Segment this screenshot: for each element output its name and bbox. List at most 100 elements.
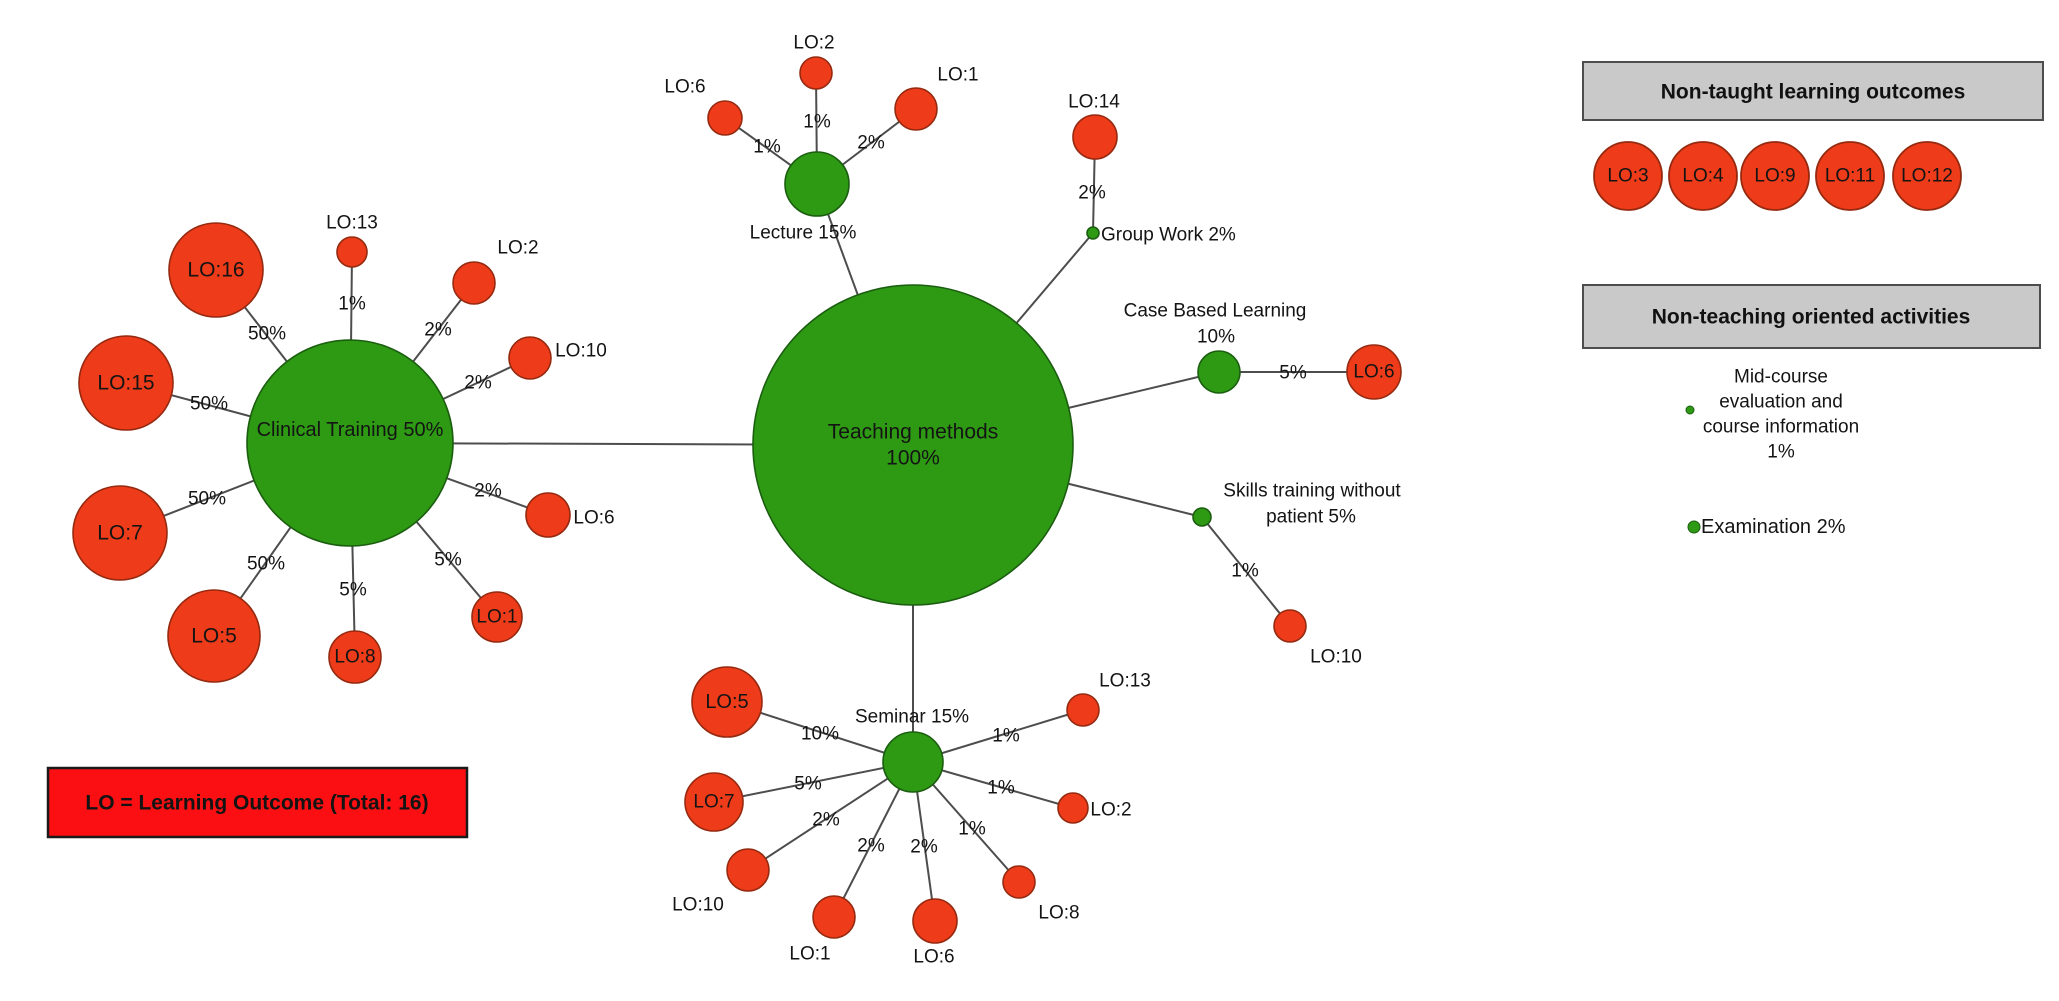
node-label-lo6-cbl: LO:6 (1353, 362, 1394, 383)
node-name-label: Case Based Learning (1124, 301, 1307, 322)
node-lo2-lecture (799, 56, 833, 90)
node-name-label: LO:2 (793, 33, 834, 54)
node-lo2-seminar (1057, 792, 1089, 824)
node-label-lo5-clinical: LO:5 (191, 625, 237, 648)
node-name-label: LO:2 (1090, 800, 1131, 821)
node-name-label: LO:14 (1068, 92, 1120, 113)
node-lo10-seminar (726, 848, 770, 892)
node-name-label: LO:13 (1099, 671, 1151, 692)
node-label-lo7-clinical: LO:7 (97, 522, 143, 545)
node-name-label: LO:1 (789, 944, 830, 965)
edge-weight-label: 2% (424, 320, 452, 341)
node-teaching (752, 284, 1074, 606)
legend-circle-LO:11 (1815, 141, 1885, 211)
node-groupwork-dot (1086, 226, 1100, 240)
legend-circle-LO:9 (1740, 141, 1810, 211)
examination-label: Examination 2% (1701, 516, 1846, 538)
edge-weight-label: 1% (338, 294, 366, 315)
mid-course-label-line: evaluation and (1719, 392, 1843, 413)
node-name-label: Group Work 2% (1101, 225, 1236, 246)
node-name-label: LO:10 (1310, 647, 1362, 668)
edge-skills-dot-lo10-skills (1201, 516, 1291, 627)
node-lo13-seminar (1066, 693, 1100, 727)
node-lo1-clinical (471, 591, 523, 643)
mid-course-item: Mid-course evaluation and course informati… (1685, 367, 1859, 463)
node-name-label: LO:2 (497, 238, 538, 259)
node-name-label: LO:6 (573, 508, 614, 529)
legend-circle-label: LO:4 (1682, 166, 1724, 187)
node-name-label: LO:6 (664, 77, 705, 98)
mid-course-label-line: Mid-course (1734, 367, 1828, 388)
node-name-label: patient 5% (1266, 507, 1356, 528)
legend-circle-label: LO:3 (1607, 166, 1648, 187)
legend-circle-label: LO:12 (1901, 166, 1953, 187)
node-name-label: LO:1 (937, 65, 978, 86)
edge-weight-label: 2% (1078, 183, 1106, 204)
node-lecture (784, 151, 850, 217)
examination-dot-icon (1687, 520, 1701, 534)
node-lo10-skills (1273, 609, 1307, 643)
node-lo7-clinical (72, 485, 168, 581)
node-clinical (246, 339, 454, 547)
node-label-lo1-clinical: LO:1 (476, 607, 517, 628)
legend-circle-label: LO:11 (1825, 166, 1875, 187)
non-taught-header-box (1582, 61, 2044, 121)
node-seminar (882, 731, 944, 793)
mid-course-label-line: 1% (1767, 442, 1795, 463)
nodes-layer (72, 56, 1402, 944)
node-label-teaching: Teaching methods (828, 421, 998, 444)
node-lo6-lecture (707, 100, 743, 136)
non-taught-title: Non-taught learning outcomes (1661, 81, 1966, 104)
non-taught-outcome-circles: LO:3 LO:4 LO:9 LO:11 LO:12 (1593, 141, 1962, 211)
node-lo5-clinical (167, 589, 261, 683)
node-lo13-clinical (336, 236, 368, 268)
edge-weight-label: 1% (803, 112, 831, 133)
legend-circle-LO:12 (1892, 141, 1962, 211)
node-label-lo16-clinical: LO:16 (187, 259, 244, 282)
legend-circle-LO:4 (1668, 141, 1738, 211)
node-lo1-seminar (812, 895, 856, 939)
node-lo16-clinical (168, 222, 264, 318)
node-lo8-seminar (1002, 865, 1036, 899)
node-lo5-seminar (691, 666, 763, 738)
node-lo15-clinical (78, 335, 174, 431)
note-box (46, 766, 469, 839)
node-name-label: 10% (1197, 327, 1235, 348)
edge-weight-label: 1% (987, 778, 1015, 799)
node-label-clinical: Clinical Training 50% (257, 419, 444, 441)
edge-seminar-lo7-seminar (713, 761, 914, 803)
non-teaching-header-box (1582, 284, 2041, 349)
node-label-lo15-clinical: LO:15 (97, 372, 154, 395)
node-lo14-groupwork (1072, 114, 1118, 160)
edge-weight-label: 2% (474, 481, 502, 502)
edge-weight-label: 5% (1279, 363, 1307, 384)
node-name-label: LO:6 (913, 947, 954, 968)
node-name-label: LO:10 (672, 895, 724, 916)
node-lo2-clinical (452, 261, 496, 305)
note-text: LO = Learning Outcome (Total: 16) (85, 792, 428, 815)
labels-layer: 1%1%2%2%5%1%10%5%2%2% 2%1%1%1%50%1%2%2%50… (97, 33, 1401, 968)
node-name-label: Skills training without (1223, 481, 1401, 502)
node-lo6-clinical (525, 492, 571, 538)
node-name-label: Lecture 15% (750, 223, 857, 244)
node-lo6-seminar (912, 898, 958, 944)
edge-weight-label: 5% (434, 550, 462, 571)
edge-weight-label: 2% (857, 133, 885, 154)
edge-weight-label: 1% (958, 819, 986, 840)
node-skills-dot (1192, 507, 1212, 527)
legend-note: LO = Learning Outcome (Total: 16) (46, 766, 469, 839)
node-label-lo7-seminar: LO:7 (693, 792, 734, 813)
node-label-teaching: 100% (886, 447, 940, 470)
edge-weight-label: 50% (248, 324, 286, 345)
node-name-label: LO:10 (555, 341, 607, 362)
node-cbl (1197, 350, 1241, 394)
mid-course-label-line: course information (1703, 417, 1859, 438)
node-lo7-seminar (684, 772, 744, 832)
mid-course-dot-icon (1685, 405, 1695, 415)
node-name-label: LO:13 (326, 213, 378, 234)
node-lo6-cbl (1346, 344, 1402, 400)
edge-weight-label: 50% (247, 554, 285, 575)
legend-circle-label: LO:9 (1754, 166, 1795, 187)
